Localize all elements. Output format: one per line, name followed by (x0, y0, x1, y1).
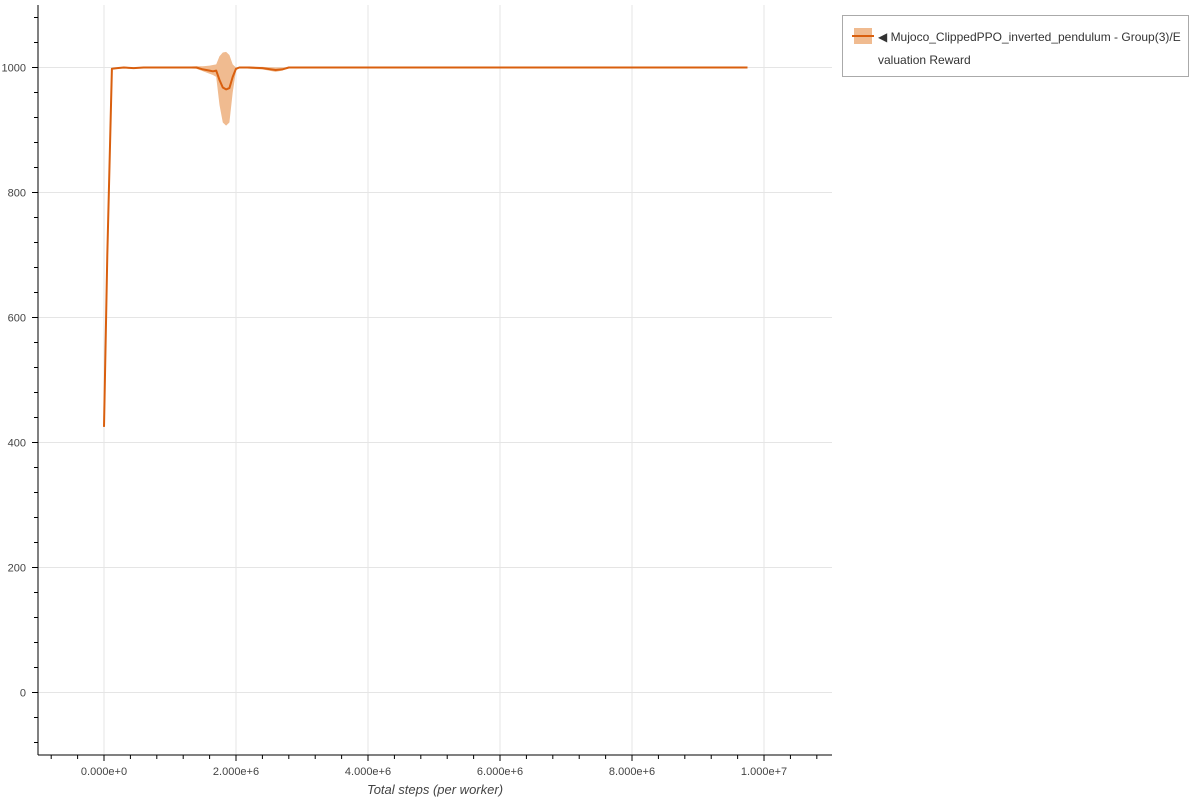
y-tick-label: 600 (8, 313, 26, 325)
x-tick-label: 2.000e+6 (213, 766, 259, 778)
axes: 0.000e+0 2.000e+6 4.000e+6 6.000e+6 8.000e+6… (2, 5, 832, 778)
grid (38, 5, 832, 755)
x-tick-label: 0.000e+0 (81, 766, 127, 778)
confidence-band (104, 51, 748, 427)
x-tick-label: 1.000e+7 (741, 766, 787, 778)
x-axis-title: Total steps (per worker) (367, 782, 503, 797)
series-line (103, 66, 748, 427)
y-tick-label: 400 (8, 438, 26, 450)
y-tick-label: 200 (8, 563, 26, 575)
legend[interactable]: ◀ Mujoco_ClippedPPO_inverted_pendulum - … (842, 15, 1189, 77)
x-tick-label: 6.000e+6 (477, 766, 523, 778)
y-tick-label: 800 (8, 188, 26, 200)
x-tick-label: 4.000e+6 (345, 766, 391, 778)
x-tick-label: 8.000e+6 (609, 766, 655, 778)
y-tick-label: 1000 (2, 63, 26, 75)
y-tick-label: 0 (20, 688, 26, 700)
legend-label[interactable]: ◀ Mujoco_ClippedPPO_inverted_pendulum - … (878, 30, 1181, 67)
plot-marks (103, 51, 748, 427)
legend-swatch-icon (852, 28, 874, 44)
